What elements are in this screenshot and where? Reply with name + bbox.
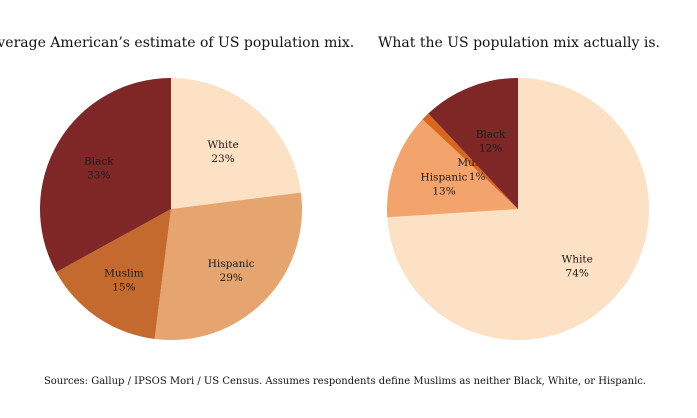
chart-title-estimate: Average American’s estimate of US popula… xyxy=(0,35,354,51)
pie-slice-actual-white xyxy=(387,78,650,340)
source-note: Sources: Gallup / IPSOS Mori / US Census… xyxy=(44,376,646,387)
pie-slice-actual-muslim xyxy=(422,113,518,209)
slice-value-estimate-hispanic: 29% xyxy=(220,272,243,284)
slice-label-estimate-muslim: Muslim xyxy=(104,267,144,279)
pie-slice-estimate-muslim xyxy=(56,209,172,339)
slice-value-actual-black: 12% xyxy=(479,143,502,155)
slice-label-actual-white: White xyxy=(562,254,593,266)
slice-label-actual-black: Black xyxy=(476,129,506,141)
pie-slice-estimate-hispanic xyxy=(154,192,303,341)
slice-value-estimate-black: 33% xyxy=(87,169,110,181)
slice-value-actual-muslim: 1% xyxy=(469,171,486,183)
pie-slice-actual-black xyxy=(428,78,518,209)
pie-slice-estimate-black xyxy=(39,77,171,273)
slice-label-estimate-white: White xyxy=(207,139,238,151)
pie-slice-actual-hispanic xyxy=(387,119,518,218)
slice-label-estimate-hispanic: Hispanic xyxy=(208,258,255,270)
slice-value-actual-hispanic: 13% xyxy=(432,185,455,197)
slice-label-actual-hispanic: Hispanic xyxy=(421,171,468,183)
slice-value-actual-white: 74% xyxy=(566,268,589,280)
pie-estimate: White 23% Hispanic 29% Muslim 15% Black 33% xyxy=(39,77,303,341)
slice-value-estimate-muslim: 15% xyxy=(112,281,135,293)
slice-value-estimate-white: 23% xyxy=(211,153,234,165)
chart-title-actual: What the US population mix actually is. xyxy=(378,35,660,51)
slice-label-estimate-black: Black xyxy=(84,155,114,167)
pie-slice-estimate-white xyxy=(171,77,301,209)
